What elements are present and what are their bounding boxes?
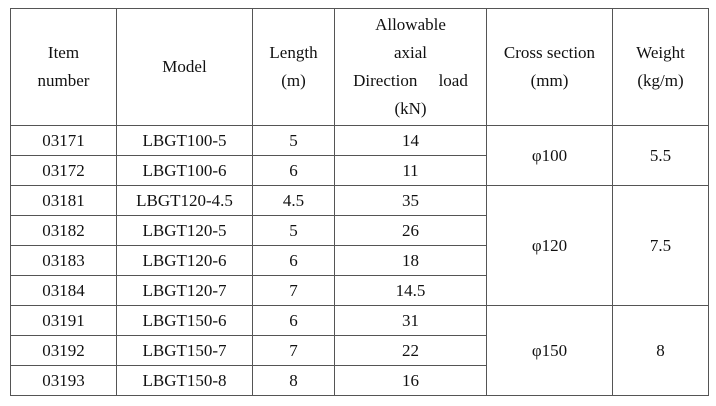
cell-load: 11: [334, 155, 487, 186]
header-length: Length (m): [252, 8, 335, 126]
cell-model: LBGT150-7: [116, 335, 253, 366]
cell-cross: φ100: [486, 125, 613, 186]
cell-model: LBGT150-8: [116, 365, 253, 396]
cell-item: 03193: [10, 365, 117, 396]
cell-model: LBGT120-4.5: [116, 185, 253, 216]
cell-item: 03184: [10, 275, 117, 306]
cell-length: 4.5: [252, 185, 335, 216]
table-row: 03182 LBGT120-5 5 26: [10, 215, 709, 246]
cell-length: 8: [252, 365, 335, 396]
cell-length: 7: [252, 335, 335, 366]
header-load: Allowable axial Direction load (kN): [334, 8, 487, 126]
cell-length: 5: [252, 215, 335, 246]
cell-load: 26: [334, 215, 487, 246]
cell-item: 03192: [10, 335, 117, 366]
cell-load: 14.5: [334, 275, 487, 306]
cell-load: 22: [334, 335, 487, 366]
table-row: 03191 LBGT150-6 6 31 φ150 8: [10, 305, 709, 396]
table-row: 03183 LBGT120-6 6 18: [10, 245, 709, 276]
cell-length: 5: [252, 125, 335, 156]
cell-weight: 8: [612, 305, 709, 396]
cell-model: LBGT120-5: [116, 215, 253, 246]
cell-cross: φ120: [486, 185, 613, 306]
cell-load: 18: [334, 245, 487, 276]
cell-weight: 7.5: [612, 185, 709, 306]
product-spec-table: Item number Model Length (m) Allowable axia…: [10, 8, 709, 396]
cell-model: LBGT100-6: [116, 155, 253, 186]
cell-item: 03181: [10, 185, 117, 216]
cell-model: LBGT100-5: [116, 125, 253, 156]
cell-item: 03182: [10, 215, 117, 246]
table-row: 03192 LBGT150-7 7 22: [10, 335, 709, 366]
cell-weight: 5.5: [612, 125, 709, 186]
header-item-number: Item number: [10, 8, 117, 126]
header-row: Item number Model Length (m) Allowable axia…: [10, 8, 709, 126]
cell-model: LBGT120-6: [116, 245, 253, 276]
cell-model: LBGT150-6: [116, 305, 253, 336]
cell-load: 14: [334, 125, 487, 156]
cell-load: 35: [334, 185, 487, 216]
table-row: 03193 LBGT150-8 8 16: [10, 365, 709, 396]
cell-item: 03191: [10, 305, 117, 336]
table-row: 03184 LBGT120-7 7 14.5: [10, 275, 709, 306]
header-model: Model: [116, 8, 253, 126]
cell-item: 03183: [10, 245, 117, 276]
cell-cross: φ150: [486, 305, 613, 396]
table-row: 03181 LBGT120-4.5 4.5 35 φ120 7.5: [10, 185, 709, 306]
cell-length: 6: [252, 245, 335, 276]
cell-length: 6: [252, 305, 335, 336]
cell-model: LBGT120-7: [116, 275, 253, 306]
cell-load: 16: [334, 365, 487, 396]
cell-load: 31: [334, 305, 487, 336]
header-cross-section: Cross section (mm): [486, 8, 613, 126]
cell-length: 7: [252, 275, 335, 306]
cell-length: 6: [252, 155, 335, 186]
header-weight: Weight (kg/m): [612, 8, 709, 126]
table-row: 03171 LBGT100-5 5 14 φ100 5.5: [10, 125, 709, 186]
cell-item: 03171: [10, 125, 117, 156]
cell-item: 03172: [10, 155, 117, 186]
